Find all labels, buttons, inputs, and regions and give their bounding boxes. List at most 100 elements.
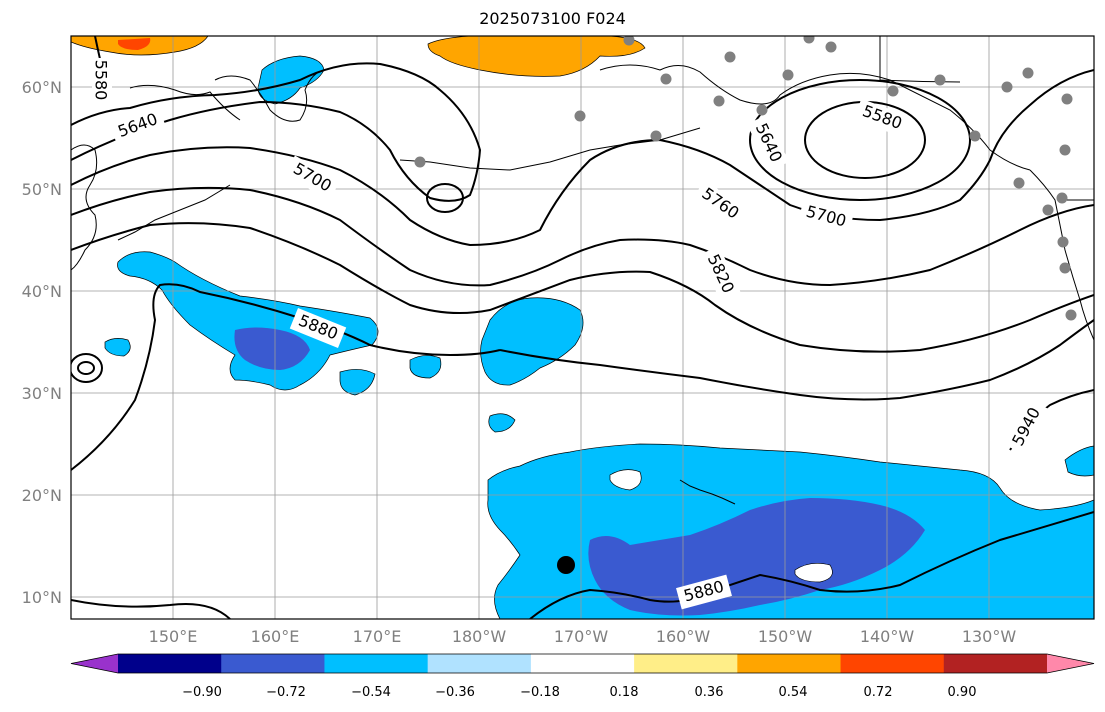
station-dot xyxy=(623,36,635,46)
colorbar-tick-label: 0.36 xyxy=(695,685,724,700)
lon-label-150e: 150°E xyxy=(149,627,198,646)
lon-label-180w: 180°W xyxy=(452,627,507,646)
contour-5880-sw xyxy=(71,599,231,619)
colorbar-segment xyxy=(118,654,222,673)
station-markers xyxy=(414,36,1077,321)
station-dot xyxy=(756,104,768,116)
colorbar-ticks: −0.90 −0.72 −0.54 −0.36 −0.18 0.18 0.36 … xyxy=(182,685,976,700)
contour-west-high xyxy=(71,353,103,383)
station-dot xyxy=(1042,204,1054,216)
station-dot xyxy=(969,130,981,142)
station-dot xyxy=(1061,93,1073,105)
contour-label-5580-nw: 5580 xyxy=(92,60,111,101)
lat-label-30n: 30°N xyxy=(22,384,62,403)
negative-anomaly-shading xyxy=(104,55,1094,619)
contour-small-low xyxy=(426,183,464,213)
contour-5640-ring xyxy=(749,79,971,201)
darkblue-patch-subtropics xyxy=(588,498,925,616)
colorbar-tick-label: −0.18 xyxy=(520,685,560,700)
coast-kurils xyxy=(117,184,231,241)
station-dot xyxy=(1059,144,1071,156)
contour-west-high-inner xyxy=(77,361,95,375)
colorbar-segment xyxy=(943,654,1048,673)
station-dot xyxy=(1022,67,1034,79)
blue-patch-small-2 xyxy=(339,369,376,396)
blue-patch-small-1 xyxy=(409,355,442,379)
lat-label-60n: 60°N xyxy=(22,78,62,97)
station-dot xyxy=(1013,177,1025,189)
white-hole-2 xyxy=(609,469,642,491)
colorbar-outline xyxy=(70,653,1095,674)
colorbar-tick-label: −0.54 xyxy=(351,685,391,700)
contour-5880-south xyxy=(529,511,1094,619)
colorbar-segment xyxy=(324,654,429,673)
lon-label-160e: 160°E xyxy=(251,627,300,646)
coastlines xyxy=(71,36,1094,505)
contour-5880-central xyxy=(499,319,1094,401)
station-dot xyxy=(1057,236,1069,248)
coast-aleutians xyxy=(399,127,701,171)
lat-label-20n: 20°N xyxy=(22,486,62,505)
lon-label-140w: 140°W xyxy=(860,627,915,646)
coast-hawaii xyxy=(679,479,736,505)
colorbar-extend-max xyxy=(1047,654,1094,673)
station-dot xyxy=(1065,309,1077,321)
coast-alaska xyxy=(599,64,1031,171)
colorbar-segment xyxy=(840,654,945,673)
colorbar-tick-label: 0.54 xyxy=(779,685,808,700)
map-title: 2025073100 F024 xyxy=(479,9,626,28)
lon-label-130w: 130°W xyxy=(962,627,1017,646)
station-dot xyxy=(724,51,736,63)
station-dot xyxy=(1001,81,1013,93)
station-dot xyxy=(1059,262,1071,274)
contour-5820 xyxy=(71,222,1094,353)
station-dot xyxy=(825,41,837,53)
station-dot xyxy=(660,73,672,85)
colorbar-segment xyxy=(427,654,532,673)
colorbar-tick-label: −0.72 xyxy=(266,685,306,700)
colorbar-extend-min xyxy=(71,654,118,673)
contour-5640 xyxy=(71,62,482,202)
lon-label-160w: 160°W xyxy=(656,627,711,646)
station-dot xyxy=(574,110,586,122)
colorbar-segment xyxy=(530,654,635,673)
lat-label-40n: 40°N xyxy=(22,282,62,301)
blue-patch-east-edge xyxy=(1064,445,1094,477)
lat-label-50n: 50°N xyxy=(22,180,62,199)
coast-nw-america xyxy=(1029,169,1094,341)
graticule xyxy=(71,36,1094,619)
station-dot xyxy=(1056,192,1068,204)
station-dot xyxy=(782,69,794,81)
center-marker xyxy=(557,556,575,574)
station-dot xyxy=(803,36,815,44)
lon-label-170e: 170°E xyxy=(353,627,402,646)
colorbar-tick-label: 0.72 xyxy=(864,685,893,700)
white-hole-1 xyxy=(794,563,833,583)
contour-5700-west xyxy=(71,69,1094,247)
blue-patch-small-3 xyxy=(488,413,516,433)
colorbar-segment xyxy=(634,654,738,673)
lat-label-10n: 10°N xyxy=(22,588,62,607)
colorbar xyxy=(70,653,1095,674)
colorbar-tick-label: 0.90 xyxy=(948,685,977,700)
colorbar-tick-label: −0.90 xyxy=(182,685,222,700)
positive-anomaly-shading xyxy=(71,36,646,77)
colorbar-tick-label: −0.36 xyxy=(435,685,475,700)
map-frame xyxy=(70,35,1095,620)
station-dot xyxy=(414,156,426,168)
coast-kamchatka xyxy=(214,69,326,122)
colorbar-segment xyxy=(221,654,325,673)
station-dot xyxy=(887,85,899,97)
contour-5880-west xyxy=(71,283,501,471)
station-dot xyxy=(713,95,725,107)
colorbar-tick-label: 0.18 xyxy=(610,685,639,700)
station-dot xyxy=(650,130,662,142)
red-patch-nw xyxy=(118,38,151,50)
darkblue-patch-west-pacific xyxy=(234,327,310,370)
blue-patch-small-west xyxy=(104,338,131,357)
longitude-axis: 150°E 160°E 170°E 180°W 170°W 160°W 150°… xyxy=(149,627,1017,646)
station-dot xyxy=(934,74,946,86)
lon-label-150w: 150°W xyxy=(758,627,813,646)
colorbar-segment xyxy=(737,654,842,673)
